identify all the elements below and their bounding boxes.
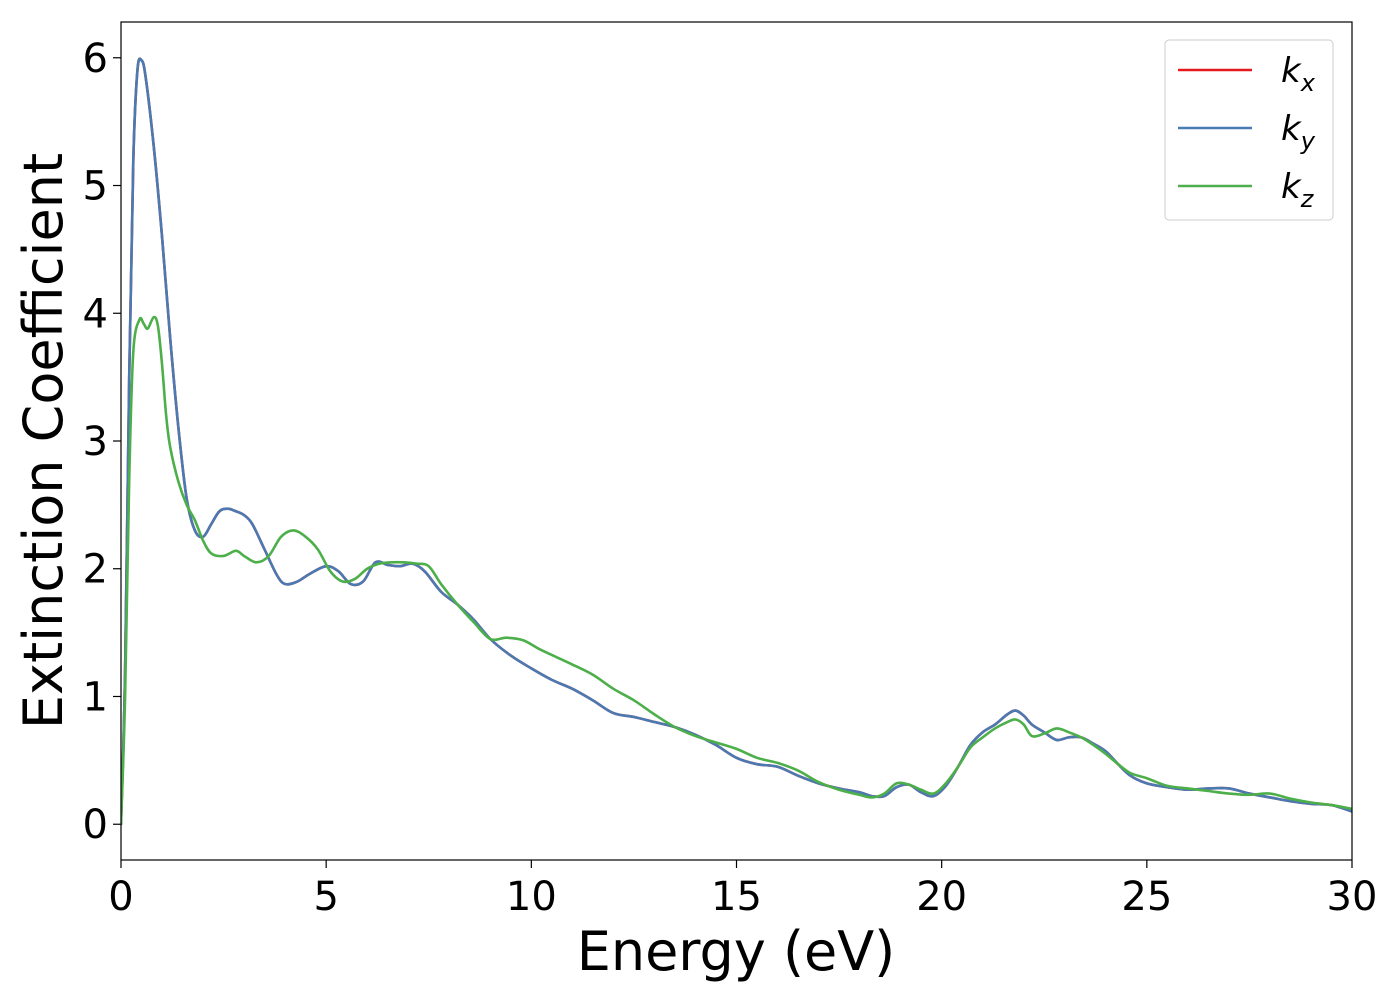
y-tick-label: 6 bbox=[83, 36, 108, 82]
series-line-ky bbox=[121, 57, 1352, 826]
y-tick-label: 2 bbox=[83, 547, 108, 593]
y-tick-label: 4 bbox=[83, 291, 108, 337]
x-tick-label: 0 bbox=[108, 874, 133, 920]
x-axis-label: Energy (eV) bbox=[577, 920, 896, 983]
x-tick-label: 20 bbox=[916, 874, 967, 920]
x-tick-label: 25 bbox=[1121, 874, 1172, 920]
legend-label-kx: kx bbox=[1281, 51, 1316, 97]
legend-box bbox=[1164, 39, 1334, 221]
y-axis-label: Extinction Coefficient bbox=[12, 153, 75, 729]
y-tick-label: 5 bbox=[83, 164, 108, 210]
series-line-kz bbox=[121, 315, 1352, 826]
legend: kx ky kz bbox=[1164, 39, 1334, 221]
legend-label-kz: kz bbox=[1281, 167, 1315, 213]
x-tick-label: 5 bbox=[313, 874, 338, 920]
y-tick-label: 0 bbox=[83, 802, 108, 848]
x-axis-ticks: 0 5 10 15 20 25 30 bbox=[108, 860, 1377, 920]
x-tick-label: 10 bbox=[506, 874, 557, 920]
x-tick-label: 30 bbox=[1327, 874, 1378, 920]
legend-label-ky: ky bbox=[1281, 109, 1316, 155]
y-tick-label: 3 bbox=[83, 419, 108, 465]
y-tick-label: 1 bbox=[83, 674, 108, 720]
series-layer bbox=[121, 57, 1352, 826]
y-axis-ticks: 0 1 2 3 4 5 6 bbox=[83, 36, 121, 848]
x-tick-label: 15 bbox=[711, 874, 762, 920]
